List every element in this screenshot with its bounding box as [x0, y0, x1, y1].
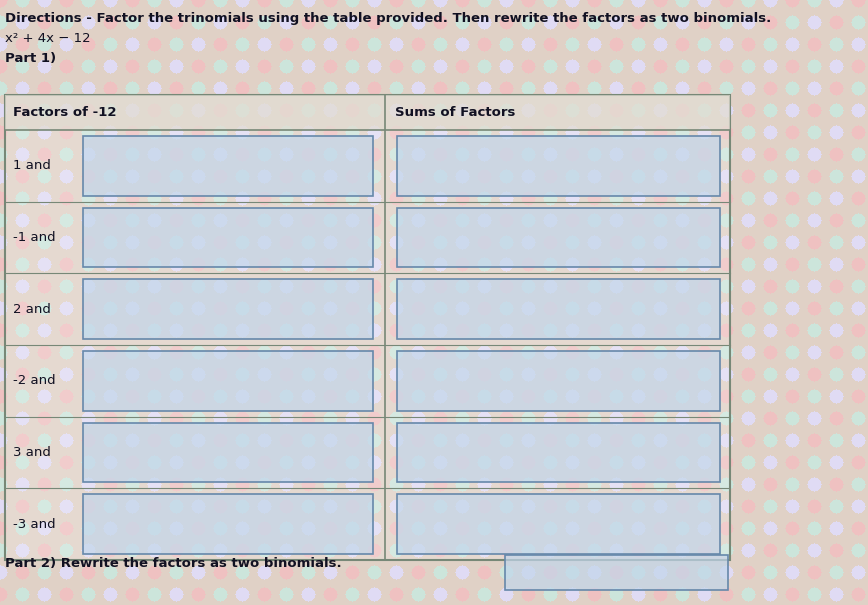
Bar [83, 423, 373, 482]
Bar [5, 95, 730, 130]
Text: Factors of -12: Factors of -12 [13, 106, 116, 119]
Text: -1 and: -1 and [13, 231, 56, 244]
Text: -3 and: -3 and [13, 518, 56, 531]
Bar [505, 555, 728, 590]
Text: Sums of Factors: Sums of Factors [395, 106, 516, 119]
Bar [5, 95, 730, 560]
Bar [83, 208, 373, 267]
Text: Part 1): Part 1) [5, 52, 56, 65]
Bar [83, 351, 373, 411]
Text: 1 and: 1 and [13, 159, 51, 172]
Bar [397, 423, 720, 482]
Bar [397, 136, 720, 195]
Text: 2 and: 2 and [13, 302, 51, 316]
Bar [83, 494, 373, 554]
Bar [83, 136, 373, 195]
Bar [397, 208, 720, 267]
Text: 3 and: 3 and [13, 446, 51, 459]
Bar [397, 280, 720, 339]
Text: Directions - Factor the trinomials using the table provided. Then rewrite the fa: Directions - Factor the trinomials using… [5, 12, 772, 25]
Text: x² + 4x − 12: x² + 4x − 12 [5, 32, 90, 45]
Text: -2 and: -2 and [13, 374, 56, 387]
Bar [397, 494, 720, 554]
Text: Part 2) Rewrite the factors as two binomials.: Part 2) Rewrite the factors as two binom… [5, 557, 342, 571]
Bar [83, 280, 373, 339]
Bar [397, 351, 720, 411]
